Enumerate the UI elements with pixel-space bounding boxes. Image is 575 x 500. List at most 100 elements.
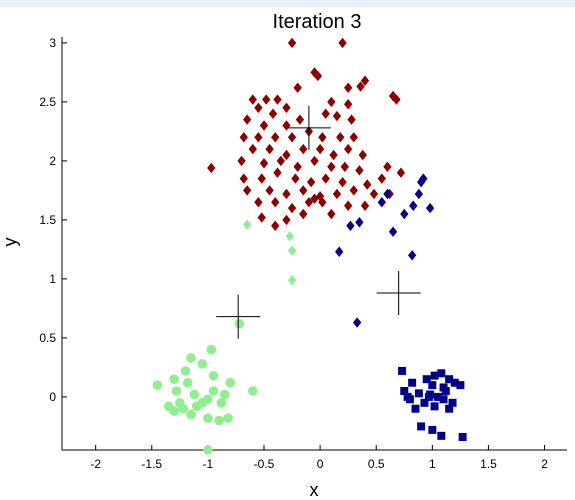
circle-point (203, 413, 213, 423)
x-tick-label: 2 (541, 457, 548, 471)
circle-point (208, 370, 219, 381)
chart-title: Iteration 3 (273, 11, 362, 33)
diamond-point (409, 200, 418, 211)
diamond-point (344, 82, 353, 93)
diamond-point (254, 132, 263, 143)
circle-point (206, 344, 217, 355)
diamond-point (318, 197, 327, 208)
square-point (398, 366, 407, 375)
diamond-point (243, 185, 252, 196)
diamond-point (356, 81, 365, 92)
diamond-point (310, 155, 319, 167)
diamond-point (257, 173, 266, 184)
circle-point (216, 398, 227, 408)
circle-point (186, 409, 196, 420)
square-point (408, 378, 417, 387)
x-tick-label: 0 (317, 457, 324, 471)
diamond-point (243, 114, 252, 125)
x-axis-label: x (310, 480, 319, 500)
diamond-point (273, 167, 282, 178)
diamond-point (271, 197, 280, 208)
circle-point (186, 353, 196, 363)
diamond-point (304, 197, 314, 208)
square-point (445, 375, 454, 384)
square-point (420, 398, 429, 407)
x-tick-label: -1 (203, 457, 214, 471)
circle-point (169, 406, 180, 416)
diamond-point (291, 173, 300, 184)
circle-point (247, 386, 258, 396)
circle-point (208, 386, 219, 396)
diamond-point (287, 132, 297, 143)
series-4 (398, 366, 467, 442)
square-point (424, 392, 433, 401)
x-tick-label: -2 (90, 457, 101, 471)
diamond-point (287, 202, 297, 214)
y-tick-label: 0.5 (39, 331, 56, 345)
square-point (430, 402, 439, 411)
diamond-point (239, 173, 248, 184)
diamond-point (299, 208, 308, 220)
x-tick-label: 1 (429, 457, 436, 471)
diamond-point (416, 176, 426, 188)
diamond-point (310, 193, 319, 204)
top-band (0, 0, 575, 7)
axes: -2 -1.5 -1 -0.5 0 0.5 1 1.5 2 0 0.5 1 1.5 2 2.5 3 (39, 36, 567, 471)
square-point (433, 392, 442, 401)
diamond-point (346, 220, 355, 231)
x-tick-label: 0.5 (368, 457, 385, 471)
circle-point (225, 377, 236, 388)
diamond-point (383, 161, 392, 172)
square-point (400, 387, 409, 395)
diamond-point (377, 173, 386, 184)
diamond-point (254, 197, 263, 208)
diamond-point (239, 132, 248, 143)
diamond-point (295, 114, 305, 125)
circle-point (223, 413, 233, 423)
diamond-point (338, 37, 347, 49)
circle-point (203, 445, 213, 455)
diamond-point (352, 317, 362, 328)
diamond-point (414, 188, 424, 200)
diamond-point (276, 155, 285, 167)
diamond-point (388, 90, 398, 102)
circle-point (191, 401, 202, 412)
y-tick-label: 0 (49, 390, 56, 404)
circle-point (197, 359, 208, 369)
diamond-point (282, 188, 291, 200)
y-axis-label: y (0, 238, 20, 247)
diamond-point (336, 132, 345, 143)
diamond-point (282, 149, 291, 161)
diamond-point (237, 155, 246, 167)
diamond-point (407, 250, 417, 261)
x-tick-label: -0.5 (254, 457, 275, 471)
diamond-point (207, 162, 216, 174)
diamond-point (355, 165, 364, 176)
diamond-point (347, 114, 356, 125)
y-tick-label: 2 (49, 154, 56, 168)
circle-point (189, 389, 200, 400)
diamond-point (388, 226, 398, 237)
diamond-point (285, 231, 294, 242)
y-tick-label: 2.5 (39, 95, 56, 109)
circle-point (169, 374, 180, 385)
square-point (428, 381, 437, 390)
series-2 (243, 219, 297, 286)
diamond-point (318, 132, 327, 143)
diamond-point (273, 94, 282, 105)
series-1 (335, 173, 435, 328)
square-point (458, 433, 467, 442)
diamond-point (259, 120, 269, 131)
square-point (448, 398, 457, 407)
diamond-point (425, 202, 435, 214)
diamond-point (282, 102, 291, 113)
circle-point (219, 389, 230, 400)
diamond-point (315, 143, 325, 155)
diamond-point (282, 214, 291, 226)
diamond-point (349, 132, 358, 143)
diamond-point (363, 179, 372, 190)
circle-point (152, 380, 163, 390)
square-point (422, 375, 431, 384)
circle-point (234, 318, 245, 329)
circle-point (182, 377, 193, 388)
